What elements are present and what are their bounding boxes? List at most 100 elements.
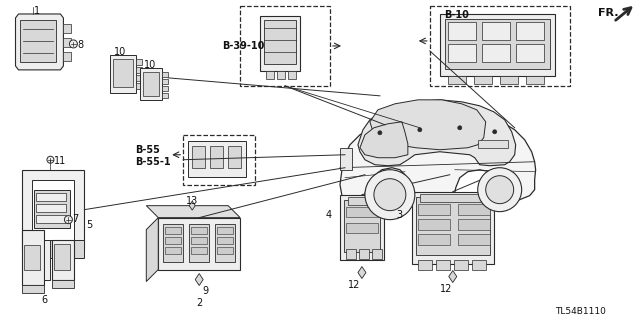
Text: 9: 9 <box>202 286 209 295</box>
Text: B-39-10: B-39-10 <box>222 41 264 51</box>
Bar <box>264 20 296 64</box>
Polygon shape <box>147 206 240 218</box>
Bar <box>346 249 356 259</box>
Bar <box>136 75 142 81</box>
Polygon shape <box>370 100 486 150</box>
Bar <box>482 44 509 62</box>
Text: 12: 12 <box>348 279 360 290</box>
Text: 12: 12 <box>440 284 452 293</box>
Bar <box>418 204 450 215</box>
Circle shape <box>47 156 54 163</box>
Bar <box>420 194 486 202</box>
Polygon shape <box>449 271 457 283</box>
Bar <box>500 76 518 84</box>
Bar <box>340 195 384 260</box>
Polygon shape <box>340 110 536 204</box>
Bar <box>163 86 168 91</box>
Bar <box>448 22 476 40</box>
Bar <box>136 83 142 89</box>
Bar <box>472 260 486 270</box>
Text: 4: 4 <box>326 210 332 220</box>
Bar <box>22 240 84 257</box>
Bar <box>36 204 67 211</box>
Bar <box>372 249 382 259</box>
Bar <box>344 200 380 252</box>
Bar <box>430 6 570 86</box>
Circle shape <box>458 126 462 130</box>
Text: 10: 10 <box>115 47 127 57</box>
Bar <box>136 67 142 73</box>
Text: 6: 6 <box>42 294 47 305</box>
Circle shape <box>374 179 406 211</box>
Circle shape <box>493 130 497 134</box>
Text: TL54B1110: TL54B1110 <box>555 308 605 316</box>
Bar <box>477 140 508 148</box>
Bar <box>188 141 246 177</box>
Bar <box>418 260 432 270</box>
Text: 1: 1 <box>33 6 40 16</box>
Circle shape <box>69 40 77 48</box>
Bar <box>288 71 296 79</box>
Bar <box>140 68 163 100</box>
Bar <box>63 38 72 47</box>
Text: 13: 13 <box>186 196 198 206</box>
Bar <box>165 226 181 234</box>
Bar <box>163 224 183 262</box>
Text: B-55-1: B-55-1 <box>135 157 171 167</box>
Bar <box>448 76 466 84</box>
Circle shape <box>418 128 422 132</box>
Bar <box>260 16 300 71</box>
Bar <box>36 215 67 223</box>
Polygon shape <box>147 218 158 282</box>
Bar <box>277 71 285 79</box>
Bar <box>516 22 543 40</box>
Text: 3: 3 <box>396 210 402 220</box>
Text: 7: 7 <box>72 214 79 224</box>
Circle shape <box>477 168 522 211</box>
Bar <box>482 22 509 40</box>
Bar <box>525 76 543 84</box>
Polygon shape <box>189 201 195 210</box>
Bar <box>474 76 492 84</box>
Bar <box>165 247 181 254</box>
Text: 2: 2 <box>196 298 202 308</box>
Bar <box>448 44 476 62</box>
Bar <box>52 279 74 287</box>
Bar <box>348 197 376 205</box>
Bar <box>165 237 181 244</box>
Bar <box>44 240 51 279</box>
Bar <box>436 260 450 270</box>
Bar <box>418 219 450 230</box>
Bar <box>191 237 207 244</box>
Bar <box>191 226 207 234</box>
Bar <box>210 146 223 168</box>
Text: 11: 11 <box>54 156 67 166</box>
Bar <box>22 170 84 249</box>
Bar <box>454 260 468 270</box>
Bar <box>189 224 209 262</box>
Bar <box>346 207 378 217</box>
Polygon shape <box>15 14 63 70</box>
Bar <box>20 20 56 62</box>
Bar <box>33 180 74 240</box>
Bar <box>516 44 543 62</box>
Bar <box>35 190 70 228</box>
Polygon shape <box>358 100 516 166</box>
Text: 8: 8 <box>77 40 84 50</box>
Bar <box>36 193 67 201</box>
Bar <box>24 245 40 270</box>
Bar <box>217 226 233 234</box>
Bar <box>458 234 490 245</box>
Bar <box>458 219 490 230</box>
Bar <box>445 19 550 69</box>
Text: FR.: FR. <box>598 8 618 18</box>
Bar <box>346 223 378 233</box>
Bar <box>217 237 233 244</box>
Polygon shape <box>195 274 203 286</box>
Text: 10: 10 <box>144 60 157 70</box>
Circle shape <box>65 216 72 224</box>
Bar <box>183 135 255 185</box>
Bar <box>136 59 142 65</box>
Bar <box>143 72 159 96</box>
Text: B-10: B-10 <box>444 10 468 20</box>
